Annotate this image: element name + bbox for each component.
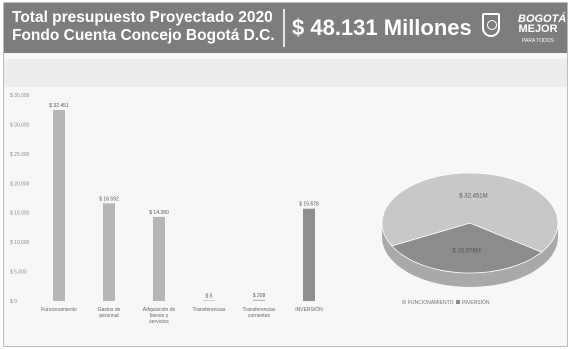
bar [203, 300, 215, 301]
pie-slice [391, 222, 543, 274]
faded-background-band [4, 59, 567, 87]
legend-label: FUNCIONAMIENTO [408, 300, 454, 306]
bogota-mejor-logo: BOGOTÁ MEJOR PARA TODOS [518, 13, 567, 46]
y-tick-label: $ 35.000 [10, 93, 30, 99]
legend-swatch [456, 300, 460, 304]
logo-line-3: PARA TODOS [522, 38, 554, 44]
bar [253, 299, 265, 301]
title-line-1: Total presupuesto Proyectado 2020 [12, 9, 273, 26]
y-tick-label: $ 0 [10, 299, 17, 305]
page-title: Total presupuesto Proyectado 2020 Fondo … [12, 9, 282, 45]
data-label: $ 32.451 [49, 103, 69, 109]
category-label: Adquisición de bienes y servicios [143, 307, 176, 325]
bar [53, 110, 65, 301]
pie-chart: $ 15.678M $ 32.451M FUNCIONAMIENTO INVERSIÓ… [381, 172, 559, 306]
total-amount: $ 48.131 Millones [292, 15, 472, 40]
legend-swatch [402, 300, 406, 304]
bar [303, 208, 315, 301]
category-label: Funcionamiento [41, 307, 77, 313]
bar [103, 203, 115, 301]
data-label: $ 14.280 [149, 210, 169, 216]
data-label: $ 208 [253, 293, 266, 299]
header-banner: Total presupuesto Proyectado 2020 Fondo … [4, 3, 567, 53]
pie-data-label: $ 15.678M [452, 248, 480, 254]
category-label: INVERSIÓN [295, 306, 323, 313]
bar [153, 216, 165, 301]
data-label: $ 16.592 [99, 196, 119, 202]
y-tick-label: $ 30.000 [10, 122, 30, 128]
y-tick-label: $ 10.000 [10, 240, 30, 246]
logo-line-2: MEJOR [518, 23, 558, 35]
data-label: $ 15.678 [299, 202, 319, 208]
data-label: $ 5 [206, 293, 213, 299]
y-tick-label: $ 15.000 [10, 211, 30, 217]
category-label: Gastos de personal [98, 307, 121, 319]
legend-label: INVERSIÓN [462, 299, 490, 306]
bar-chart: $ 35.000 $ 30.000 $ 25.000 $ 20.000 $ 15.000… [10, 93, 323, 325]
logo-line-1: BOGOTÁ [518, 13, 567, 25]
y-tick-label: $ 25.000 [10, 152, 30, 158]
dashboard-frame: Total presupuesto Proyectado 2020 Fondo … [3, 2, 568, 347]
header-divider [283, 9, 285, 47]
pie-slice [381, 172, 559, 253]
pie-data-label: $ 32.451M [459, 194, 487, 200]
title-line-2: Fondo Cuenta Concejo Bogotá D.C. [12, 27, 275, 44]
bogota-seal-icon [482, 13, 500, 37]
category-label: Transferencias [193, 307, 226, 313]
y-tick-label: $ 20.000 [10, 181, 30, 187]
y-tick-label: $ 5.000 [10, 270, 27, 276]
category-label: Transferencias corrientes [243, 307, 276, 319]
